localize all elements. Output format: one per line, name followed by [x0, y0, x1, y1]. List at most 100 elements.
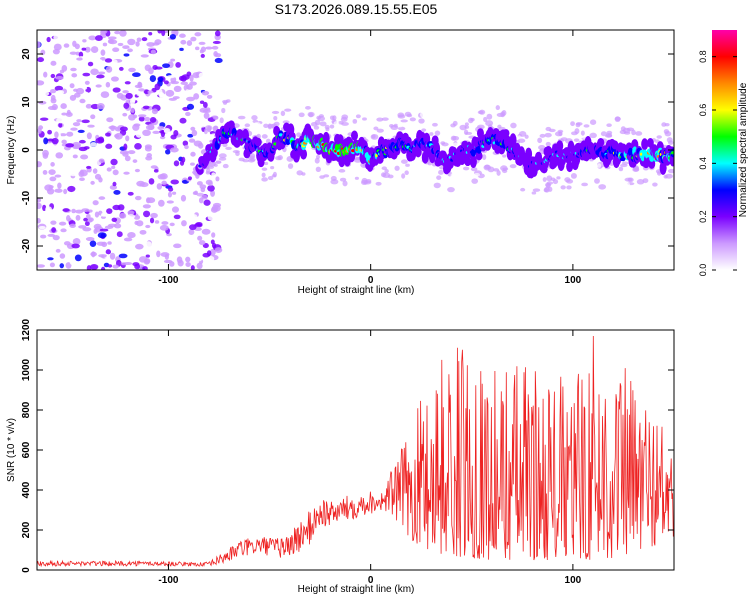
noise-blob [171, 169, 176, 173]
halo-blob [267, 176, 274, 181]
noise-blob [111, 217, 118, 222]
noise-blob [124, 155, 131, 162]
noise-blob [142, 266, 148, 270]
noise-blob [200, 46, 206, 53]
noise-blob [196, 262, 203, 269]
noise-blob [59, 133, 67, 137]
noise-blob [138, 256, 148, 263]
noise-blob [72, 141, 81, 149]
y-tick-label: 1200 [21, 318, 32, 341]
noise-blob [42, 204, 47, 212]
halo-blob [566, 185, 572, 190]
noise-blob [39, 117, 49, 121]
noise-blob [42, 170, 48, 175]
noise-blob [50, 73, 56, 79]
noise-blob [193, 140, 203, 147]
noise-blob [69, 223, 76, 229]
noise-blob [55, 152, 64, 159]
halo-blob [271, 110, 280, 114]
noise-blob [152, 130, 160, 135]
halo-blob [313, 125, 320, 130]
noise-blob [170, 134, 177, 140]
noise-blob [79, 98, 86, 104]
noise-blob [93, 223, 102, 230]
halo-blob [665, 173, 673, 179]
halo-blob [333, 121, 340, 126]
noise-blob [144, 241, 152, 248]
halo-blob [358, 173, 364, 179]
noise-blob [173, 214, 181, 220]
noise-blob [90, 114, 96, 120]
noise-blob [89, 142, 98, 147]
noise-blob [84, 80, 90, 85]
noise-blob [112, 47, 120, 53]
noise-blob [135, 243, 144, 250]
noise-blob [150, 158, 156, 164]
x-tick-label: -100 [158, 575, 178, 586]
noise-blob [108, 125, 118, 130]
halo-blob [620, 163, 628, 168]
noise-blob [123, 171, 130, 175]
noise-blob [96, 102, 105, 110]
halo-blob [232, 150, 240, 154]
noise-blob [210, 189, 216, 197]
noise-blob [46, 36, 51, 43]
y-tick-label: 400 [21, 481, 32, 498]
noise-blob [186, 103, 195, 110]
noise-blob [118, 253, 128, 259]
colorbar: 0.0 0.2 0.4 0.6 0.8 Normalized spectral ampl… [698, 30, 749, 276]
noise-blob [123, 143, 128, 151]
noise-blob [138, 167, 146, 173]
halo-blob [404, 111, 412, 117]
noise-blob [157, 125, 165, 131]
halo-blob [207, 165, 215, 169]
noise-blob [128, 114, 136, 121]
noise-blob [55, 248, 61, 253]
noise-blob [56, 117, 65, 124]
noise-blob [202, 109, 211, 114]
ridge-blob [597, 137, 605, 147]
noise-blob [163, 80, 169, 85]
halo-blob [618, 166, 624, 172]
halo-blob [376, 128, 384, 133]
halo-blob [655, 174, 663, 179]
snr-series-line [37, 335, 674, 568]
noise-blob [100, 266, 106, 270]
halo-blob [625, 182, 631, 187]
noise-blob [99, 77, 105, 82]
noise-blob [170, 147, 179, 153]
halo-blob [570, 121, 575, 127]
noise-blob [108, 39, 118, 45]
noise-blob [132, 72, 141, 78]
noise-blob [180, 81, 189, 86]
noise-blob [157, 30, 162, 34]
noise-blob [80, 154, 89, 160]
halo-blob [381, 166, 388, 171]
noise-blob [93, 228, 98, 234]
halo-blob [464, 122, 469, 126]
halo-blob [550, 169, 555, 174]
colorbar-tick-label: 0.4 [698, 157, 708, 170]
halo-blob [261, 177, 268, 182]
noise-blob [107, 223, 117, 228]
noise-blob [59, 253, 66, 259]
halo-blob [452, 135, 460, 141]
noise-blob [186, 96, 195, 102]
ridge-blob [475, 151, 483, 161]
noise-blob [72, 154, 78, 159]
noise-blob [205, 46, 213, 50]
halo-blob [374, 174, 379, 178]
noise-blob [189, 224, 197, 231]
noise-blob [89, 240, 97, 247]
noise-blob [84, 46, 91, 53]
noise-blob [107, 264, 113, 268]
noise-blob [147, 123, 155, 130]
noise-blob [86, 165, 92, 169]
halo-blob [340, 116, 348, 122]
halo-blob [606, 123, 612, 128]
noise-blob [111, 165, 116, 170]
ridge-blob [336, 134, 344, 148]
halo-blob [419, 111, 427, 118]
